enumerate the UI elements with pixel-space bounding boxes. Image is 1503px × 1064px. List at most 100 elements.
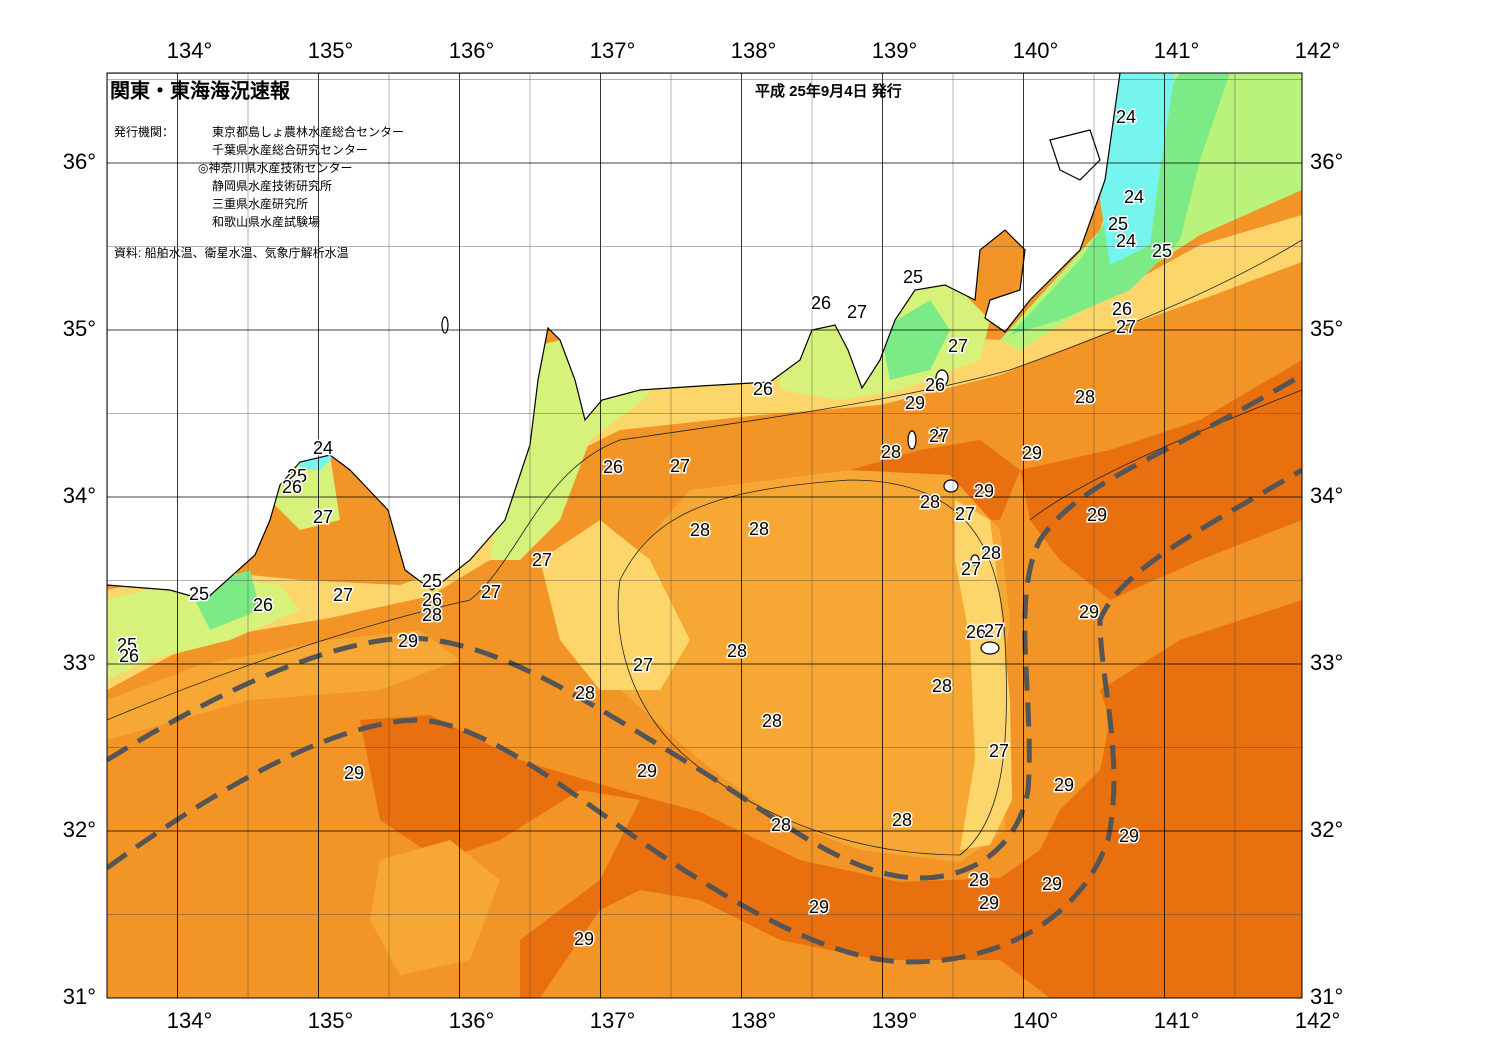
contour-label: 28 bbox=[981, 543, 1001, 563]
latitude-label-left: 34° bbox=[63, 483, 96, 508]
longitude-label-top: 136° bbox=[449, 38, 495, 63]
contour-label: 27 bbox=[532, 550, 552, 570]
map-frame bbox=[106, 72, 1303, 999]
kuroshio-axis bbox=[107, 467, 1302, 965]
contour-label: 27 bbox=[481, 582, 501, 602]
contour-label: 29 bbox=[979, 893, 999, 913]
contour-label: 27 bbox=[670, 456, 690, 476]
land bbox=[907, 430, 917, 450]
latitude-label-right: 31° bbox=[1310, 984, 1343, 1009]
kuroshio-axis bbox=[107, 372, 1302, 881]
latitude-label-left: 35° bbox=[63, 316, 96, 341]
contour-label: 28 bbox=[690, 520, 710, 540]
contour-label: 28 bbox=[892, 810, 912, 830]
issuer: 東京都島しょ農林水産総合センター bbox=[212, 124, 404, 139]
latitude-label-left: 33° bbox=[63, 650, 96, 675]
land bbox=[441, 316, 449, 334]
contour-label: 28 bbox=[920, 492, 940, 512]
contour-label: 28 bbox=[932, 676, 952, 696]
temperature-zone bbox=[1020, 360, 1302, 600]
source: 資料: 船舶水温、衛星水温、気象庁解析水温 bbox=[114, 245, 349, 260]
contour-label: 26 bbox=[925, 375, 945, 395]
contour-label: 26 bbox=[119, 646, 139, 666]
land bbox=[943, 479, 959, 493]
contour-label: 28 bbox=[771, 815, 791, 835]
land bbox=[980, 641, 1000, 655]
contour-label: 29 bbox=[1119, 826, 1139, 846]
contour-label: 26 bbox=[811, 293, 831, 313]
contour-label: 29 bbox=[809, 897, 829, 917]
longitude-label-bottom: 138° bbox=[731, 1008, 777, 1033]
issuer: 和歌山県水産試験場 bbox=[212, 214, 320, 229]
contour-label: 25 bbox=[422, 571, 442, 591]
contour-label: 26 bbox=[253, 595, 273, 615]
contour-label: 28 bbox=[762, 711, 782, 731]
latitude-label-right: 35° bbox=[1310, 316, 1343, 341]
contour-label: 29 bbox=[398, 631, 418, 651]
longitude-label-bottom: 134° bbox=[167, 1008, 213, 1033]
longitude-label-bottom: 137° bbox=[590, 1008, 636, 1033]
contour-label: 27 bbox=[955, 504, 975, 524]
longitude-label-bottom: 140° bbox=[1013, 1008, 1059, 1033]
latitude-label-left: 32° bbox=[63, 817, 96, 842]
latitude-label-left: 36° bbox=[63, 149, 96, 174]
contour-label: 27 bbox=[961, 559, 981, 579]
contour-label: 29 bbox=[1054, 775, 1074, 795]
contour-label: 27 bbox=[333, 585, 353, 605]
contour-label: 24 bbox=[1116, 231, 1136, 251]
temperature-zone bbox=[370, 840, 500, 975]
contour-label: 27 bbox=[313, 507, 333, 527]
contour-label: 25 bbox=[1108, 214, 1128, 234]
contour-label: 29 bbox=[344, 763, 364, 783]
contour-label: 25 bbox=[189, 584, 209, 604]
longitude-label-bottom: 135° bbox=[308, 1008, 354, 1033]
land bbox=[970, 554, 980, 566]
issuer: 千葉県水産総合研究センター bbox=[212, 142, 368, 157]
longitude-label-top: 140° bbox=[1013, 38, 1059, 63]
contour-label: 29 bbox=[637, 761, 657, 781]
contour-label: 29 bbox=[1079, 602, 1099, 622]
latitude-label-right: 32° bbox=[1310, 817, 1343, 842]
graticule bbox=[107, 73, 1302, 998]
longitude-label-top: 138° bbox=[731, 38, 777, 63]
contour-label: 26 bbox=[603, 457, 623, 477]
contour-label: 29 bbox=[574, 929, 594, 949]
contour-label: 28 bbox=[749, 519, 769, 539]
isotherm bbox=[107, 239, 1302, 721]
issuer: 三重県水産研究所 bbox=[212, 196, 308, 211]
contour-label: 26 bbox=[1112, 299, 1132, 319]
issue-date: 平成 25年9月4日 発行 bbox=[755, 82, 902, 100]
title: 関東・東海海況速報 bbox=[110, 78, 291, 102]
longitude-label-top: 134° bbox=[167, 38, 213, 63]
longitude-label-top: 137° bbox=[590, 38, 636, 63]
issuer: 静岡県水産技術研究所 bbox=[212, 178, 332, 193]
contour-label: 28 bbox=[575, 683, 595, 703]
contour-label: 28 bbox=[969, 870, 989, 890]
contour-label: 25 bbox=[903, 267, 923, 287]
longitude-label-top: 135° bbox=[308, 38, 354, 63]
temperature-zone bbox=[540, 520, 690, 690]
contour-label: 26 bbox=[753, 379, 773, 399]
contour-label: 29 bbox=[974, 481, 994, 501]
contour-label: 27 bbox=[984, 621, 1004, 641]
contour-label: 24 bbox=[1116, 107, 1136, 127]
longitude-label-bottom: 136° bbox=[449, 1008, 495, 1033]
contour-label: 27 bbox=[948, 336, 968, 356]
temperature-zone bbox=[107, 215, 1302, 690]
latitude-label-left: 31° bbox=[63, 984, 96, 1009]
contour-label: 28 bbox=[881, 442, 901, 462]
land bbox=[933, 427, 943, 437]
contour-label: 27 bbox=[633, 655, 653, 675]
longitude-label-top: 141° bbox=[1154, 38, 1200, 63]
contour-label: 26 bbox=[282, 477, 302, 497]
latitude-label-right: 34° bbox=[1310, 483, 1343, 508]
latitude-label-right: 33° bbox=[1310, 650, 1343, 675]
longitude-label-bottom: 139° bbox=[872, 1008, 918, 1033]
contour-label: 28 bbox=[422, 605, 442, 625]
temperature-zone bbox=[107, 630, 460, 740]
temperature-field bbox=[107, 73, 1302, 998]
contour-label: 29 bbox=[1022, 443, 1042, 463]
contour-label: 29 bbox=[1042, 874, 1062, 894]
longitude-label-bottom: 142° bbox=[1295, 1008, 1341, 1033]
